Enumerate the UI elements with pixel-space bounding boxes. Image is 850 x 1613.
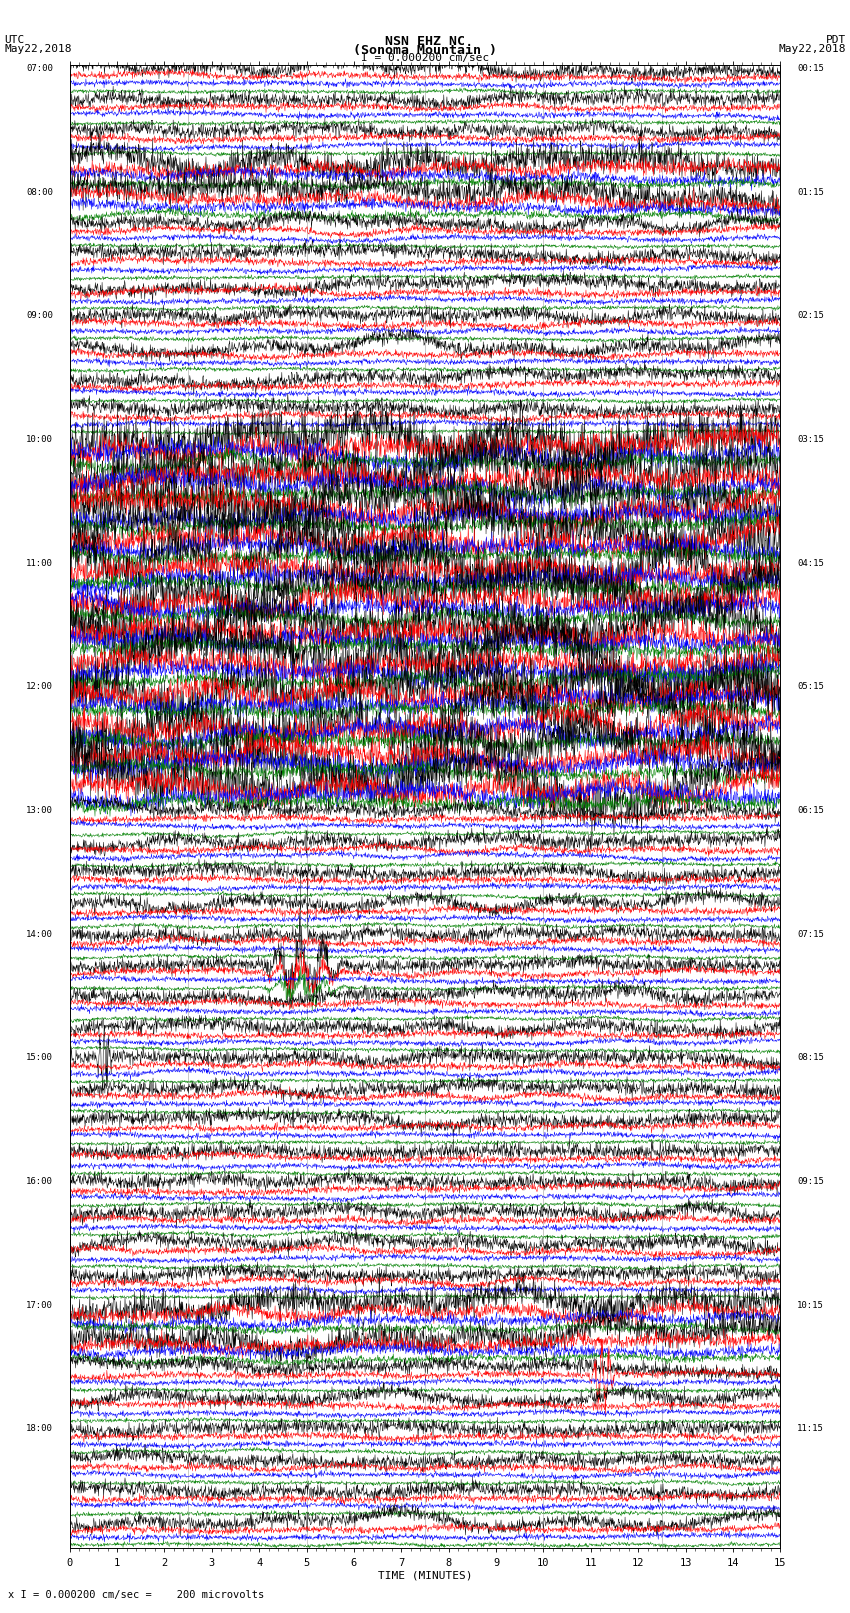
Text: 18:00: 18:00 (26, 1424, 53, 1434)
Text: 02:15: 02:15 (797, 311, 824, 321)
Text: May22,2018: May22,2018 (4, 44, 71, 53)
Text: 15:00: 15:00 (26, 1053, 53, 1063)
Text: 08:15: 08:15 (797, 1053, 824, 1063)
Text: UTC: UTC (4, 35, 25, 45)
Text: 13:00: 13:00 (26, 806, 53, 815)
Text: 05:15: 05:15 (797, 682, 824, 692)
Text: 08:00: 08:00 (26, 187, 53, 197)
Text: 12:00: 12:00 (26, 682, 53, 692)
Text: PDT: PDT (825, 35, 846, 45)
Text: 03:15: 03:15 (797, 436, 824, 444)
Text: 06:15: 06:15 (797, 806, 824, 815)
Text: 11:00: 11:00 (26, 558, 53, 568)
Text: 07:00: 07:00 (26, 65, 53, 73)
Text: May22,2018: May22,2018 (779, 44, 846, 53)
Text: 10:15: 10:15 (797, 1300, 824, 1310)
X-axis label: TIME (MINUTES): TIME (MINUTES) (377, 1571, 473, 1581)
Text: 01:15: 01:15 (797, 187, 824, 197)
Text: I = 0.000200 cm/sec: I = 0.000200 cm/sec (361, 53, 489, 63)
Text: 14:00: 14:00 (26, 929, 53, 939)
Text: 10:00: 10:00 (26, 436, 53, 444)
Text: 09:00: 09:00 (26, 311, 53, 321)
Text: 07:15: 07:15 (797, 929, 824, 939)
Text: x I = 0.000200 cm/sec =    200 microvolts: x I = 0.000200 cm/sec = 200 microvolts (8, 1590, 264, 1600)
Text: 00:15: 00:15 (797, 65, 824, 73)
Text: 17:00: 17:00 (26, 1300, 53, 1310)
Text: 11:15: 11:15 (797, 1424, 824, 1434)
Text: NSN EHZ NC: NSN EHZ NC (385, 35, 465, 48)
Text: (Sonoma Mountain ): (Sonoma Mountain ) (353, 44, 497, 56)
Text: 16:00: 16:00 (26, 1177, 53, 1186)
Text: 09:15: 09:15 (797, 1177, 824, 1186)
Text: 04:15: 04:15 (797, 558, 824, 568)
